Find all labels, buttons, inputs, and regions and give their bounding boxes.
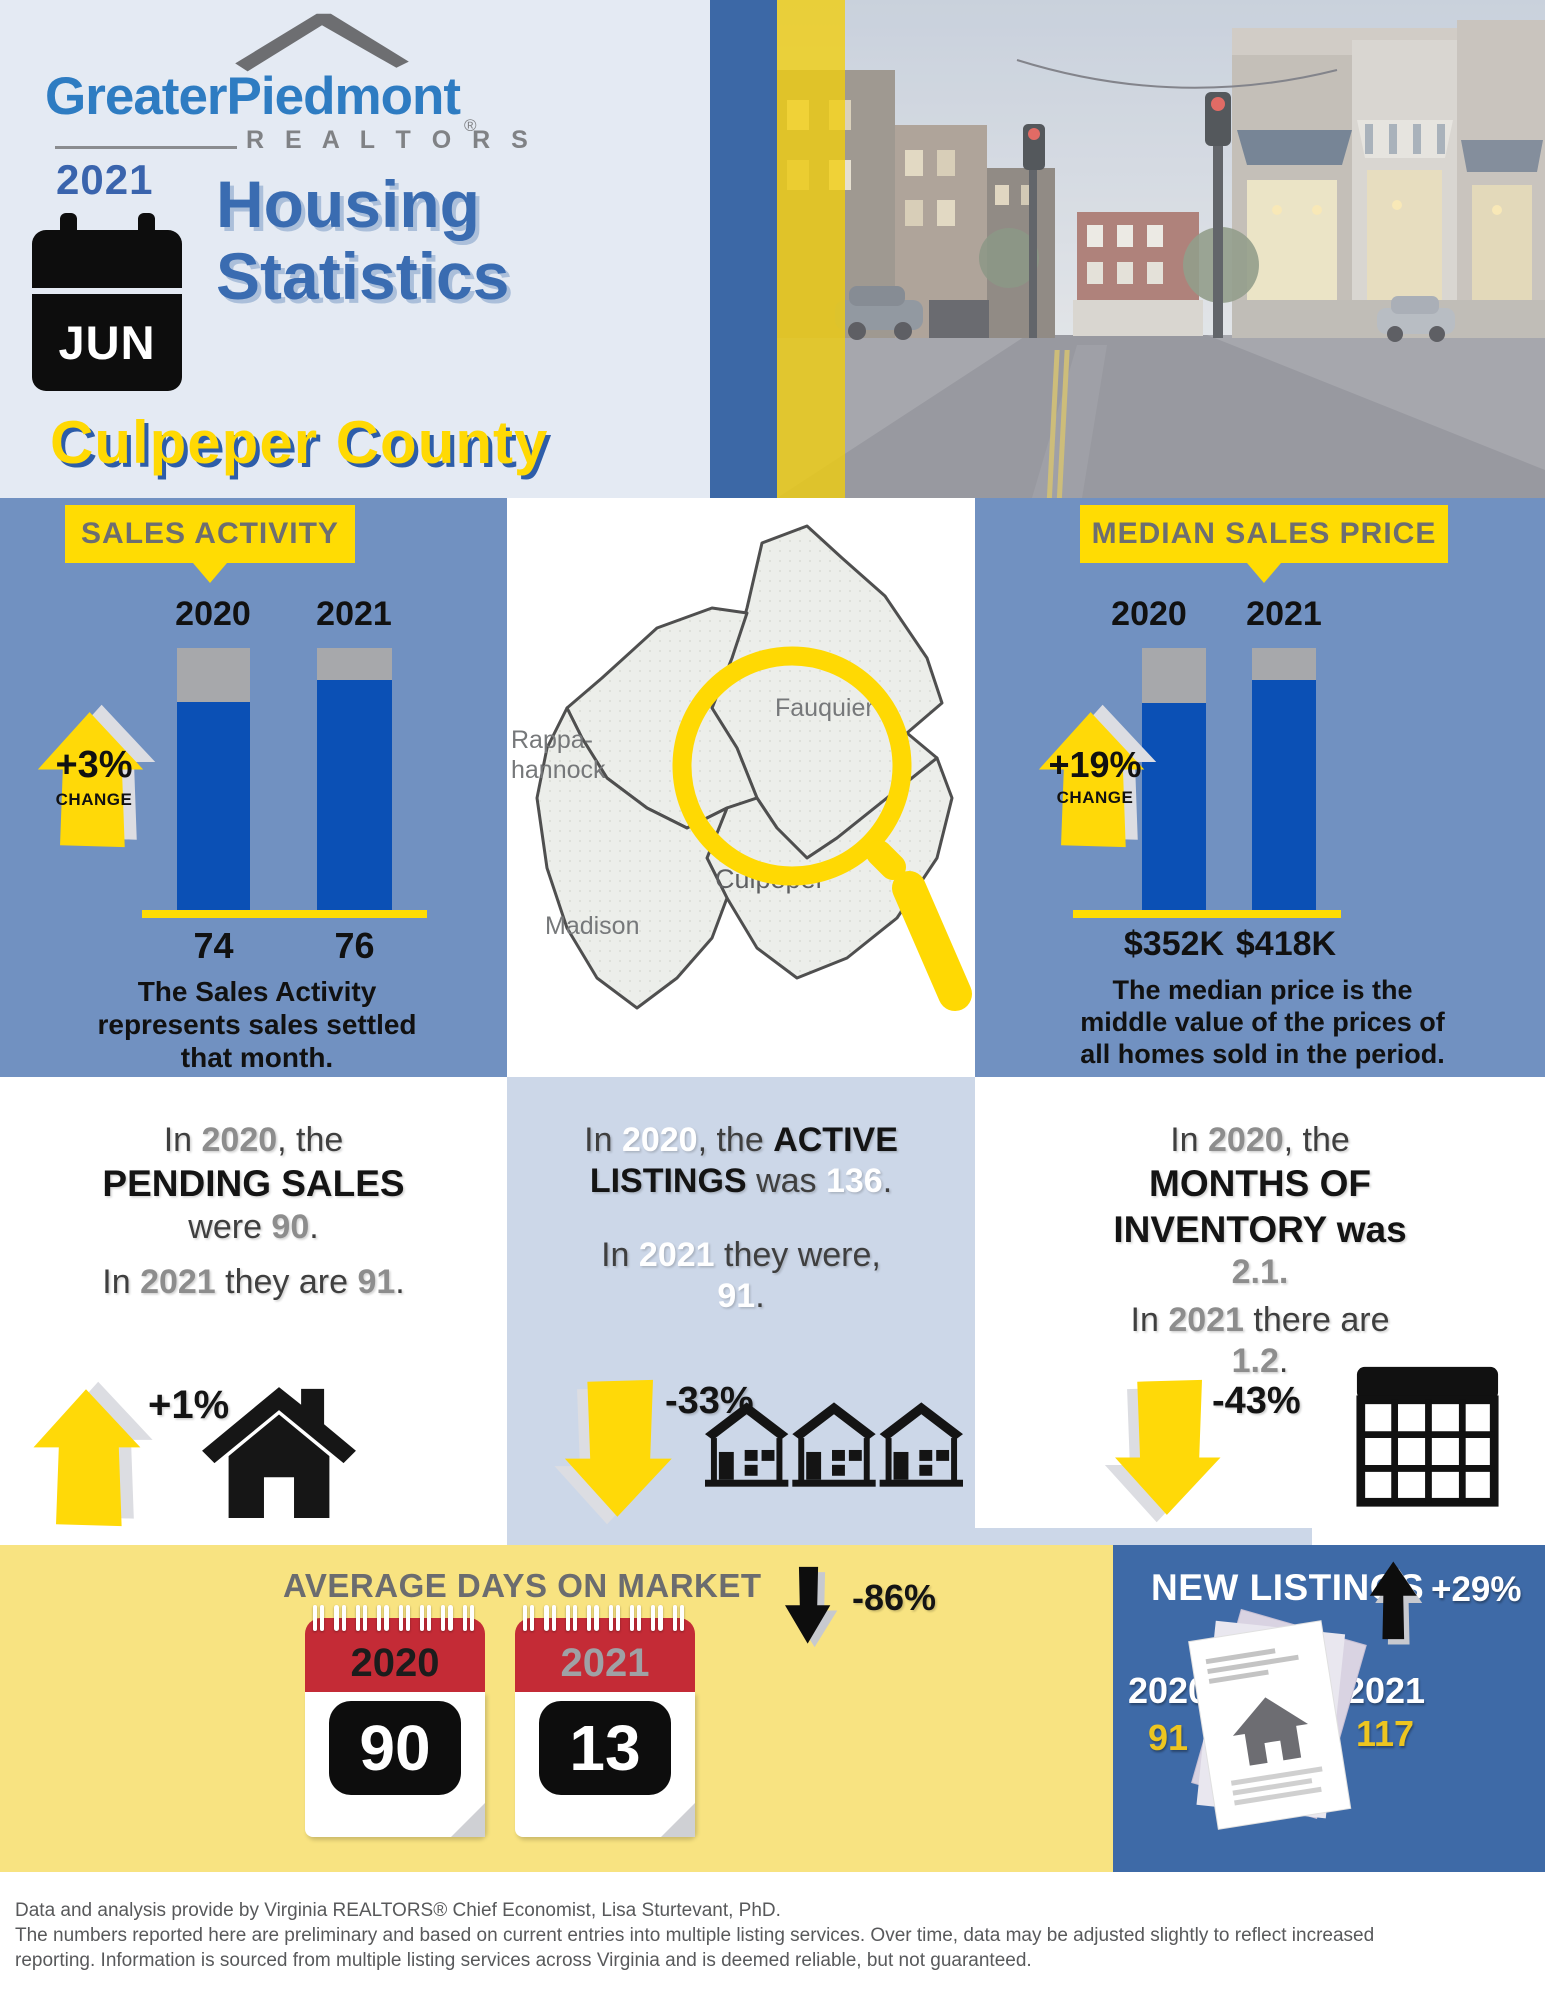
days-on-market-panel: AVERAGE DAYS ON MARKET -86% 90 2020 13 2…	[0, 1545, 1113, 1872]
median-price-banner: MEDIAN SALES PRICE	[1080, 505, 1448, 563]
roof-icon	[235, 13, 409, 72]
header-yellow-overlay	[777, 0, 845, 498]
banner-pointer-icon	[193, 563, 227, 583]
header-blue-stripe	[710, 0, 777, 498]
county-map: Fauquier Rappa- hannock Culpeper Madison	[511, 524, 972, 1011]
brand-divider	[55, 146, 237, 149]
active-listings-panel: In 2020, the ACTIVE LISTINGS was 136. In…	[507, 1077, 975, 1545]
map-label-rappahannock-1: Rappa-	[511, 726, 593, 754]
median-year-2021-label: 2021	[1246, 595, 1322, 633]
calendar-2021-year: 2021	[560, 1641, 650, 1685]
sales-activity-banner: SALES ACTIVITY	[65, 505, 355, 563]
house-icon	[202, 1387, 356, 1518]
map-label-rappahannock-2: hannock	[511, 756, 606, 784]
active-change-arrow	[547, 1378, 684, 1528]
sales-caption: The Sales Activity represents sales sett…	[97, 976, 417, 1074]
median-bar-2020	[1142, 648, 1206, 910]
new-listings-value-2021: 117	[1355, 1713, 1415, 1754]
sales-year-2021-label: 2021	[316, 595, 392, 633]
median-change-value: +19%	[1048, 744, 1142, 785]
new-listings-panel: NEW LISTINGS +29% 2020 91 2021 117	[1113, 1545, 1545, 1872]
median-value-2021: $418K	[1235, 925, 1337, 963]
days-value-2020: 90	[329, 1701, 461, 1795]
months-inventory-panel: In 2020, the MONTHS OF INVENTORY was 2.1…	[975, 1077, 1545, 1545]
month-calendar-icon: JUN	[32, 213, 182, 391]
sales-activity-panel: SALES ACTIVITY 2020 2021 +3% CHANGE 74 7…	[0, 498, 507, 1077]
houses-row-icon	[705, 1402, 963, 1487]
footer-line3: reporting. Information is sourced from m…	[15, 1950, 1032, 1971]
days-on-market-title: AVERAGE DAYS ON MARKET	[283, 1567, 762, 1604]
months-inventory-text: In 2020, the MONTHS OF INVENTORY was 2.1…	[1113, 1121, 1407, 1292]
pending-change-arrow	[25, 1378, 162, 1528]
inventory-change-arrow	[1100, 1378, 1230, 1526]
sales-change-arrow: +3% CHANGE	[36, 698, 158, 852]
days-change-value: -86%	[852, 1577, 937, 1618]
pending-change-value: +1%	[148, 1383, 230, 1427]
sales-change-label: CHANGE	[55, 790, 133, 809]
month-label: JUN	[32, 294, 182, 391]
registered-mark-icon: ®	[464, 116, 477, 135]
calendar-2020: 90 2020	[305, 1605, 485, 1837]
pending-sales-text: In 2020, the PENDING SALES were 90.	[102, 1121, 405, 1246]
pending-sales-text-2021: In 2021 they are 91.	[102, 1263, 405, 1301]
active-listings-text-2021: In 2021 they were, 91.	[601, 1236, 881, 1316]
sales-bar-2020	[177, 648, 250, 912]
sales-axis-line	[142, 910, 427, 918]
new-listings-change-value: +29%	[1431, 1570, 1522, 1609]
calendar-binding-icon	[313, 1605, 481, 1631]
brand-name: GreaterPiedmont	[45, 67, 461, 126]
map-label-madison: Madison	[545, 912, 640, 940]
calendar-2020-year: 2020	[350, 1641, 440, 1685]
calendar-2021: 13 2021	[515, 1605, 695, 1837]
banner-pointer-icon	[1247, 563, 1281, 583]
street-photo	[777, 0, 1545, 498]
footer-line1: Data and analysis provide by Virginia RE…	[15, 1900, 781, 1921]
median-axis-line	[1073, 910, 1341, 918]
page-title: Housing Statistics	[216, 168, 736, 312]
median-bar-2021	[1252, 648, 1316, 910]
calendar-binding-icon	[523, 1605, 691, 1631]
active-listings-text: In 2020, the ACTIVE LISTINGS was 136.	[584, 1121, 898, 1201]
days-value-2021: 13	[539, 1701, 671, 1795]
sales-change-value: +3%	[55, 744, 133, 786]
median-price-panel: MEDIAN SALES PRICE 2020 2021 +19% CHANGE…	[975, 498, 1545, 1077]
new-listings-year-2021: 2021	[1344, 1670, 1426, 1711]
footer-line2: The numbers reported here are preliminar…	[15, 1925, 1375, 1946]
magnifier-icon	[672, 646, 972, 1011]
sales-value-2020: 74	[193, 925, 234, 966]
map-label-fauquier: Fauquier	[775, 694, 874, 722]
days-change-arrow	[785, 1563, 839, 1651]
divider-strip	[975, 1528, 1312, 1545]
inventory-change-value: -43%	[1212, 1380, 1301, 1422]
report-year: 2021	[56, 156, 154, 203]
calendar-grid-icon	[1356, 1366, 1499, 1507]
county-title: Culpeper County	[50, 409, 549, 476]
sales-bar-2021	[317, 648, 392, 912]
sales-year-2020-label: 2020	[175, 595, 251, 633]
new-listings-value-2020: 91	[1147, 1717, 1189, 1758]
new-listings-change-arrow	[1368, 1557, 1424, 1649]
brand-subtitle: R E A L T O R S	[246, 126, 535, 154]
footer-disclaimer: Data and analysis provide by Virginia RE…	[15, 1898, 1535, 1973]
median-year-2020-label: 2020	[1111, 595, 1187, 633]
pending-sales-panel: In 2020, the PENDING SALES were 90. In 2…	[0, 1077, 507, 1545]
median-change-label: CHANGE	[1056, 788, 1134, 807]
median-change-arrow: +19% CHANGE	[1037, 698, 1159, 852]
county-map-panel: Fauquier Rappa- hannock Culpeper Madison	[507, 498, 975, 1077]
median-value-2020: $352K	[1123, 925, 1225, 963]
page-title-line2: Statistics	[216, 239, 510, 313]
median-caption: The median price is the middle value of …	[1080, 975, 1445, 1069]
sales-value-2021: 76	[334, 925, 375, 966]
months-inventory-text-2021: In 2021 there are 1.2.	[1130, 1301, 1390, 1381]
page-title-line1: Housing	[216, 167, 480, 241]
listing-flyers-icon	[1188, 1608, 1367, 1830]
